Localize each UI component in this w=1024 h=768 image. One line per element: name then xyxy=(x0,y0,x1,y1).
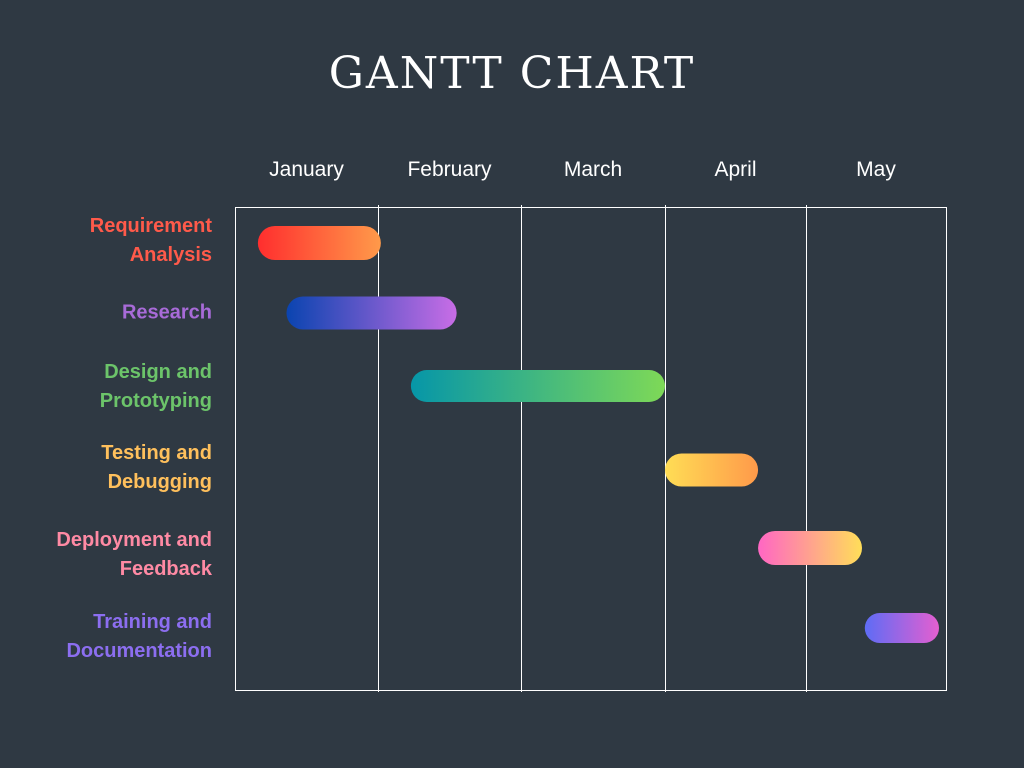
task-bar xyxy=(286,296,457,330)
month-label-february: February xyxy=(407,158,492,181)
month-label-may: May xyxy=(856,158,896,181)
task-bar xyxy=(665,453,759,487)
task-bar xyxy=(410,370,665,402)
task-bar xyxy=(758,531,862,565)
month-header-row: January February March April May xyxy=(0,158,1024,188)
task-bar xyxy=(257,226,381,260)
month-label-march: March xyxy=(563,158,623,181)
month-label-january: January xyxy=(269,158,344,181)
plot-frame xyxy=(235,207,947,691)
month-label-april: April xyxy=(714,158,757,181)
task-bar xyxy=(864,613,939,643)
chart-title: GANTT CHART xyxy=(328,48,696,99)
